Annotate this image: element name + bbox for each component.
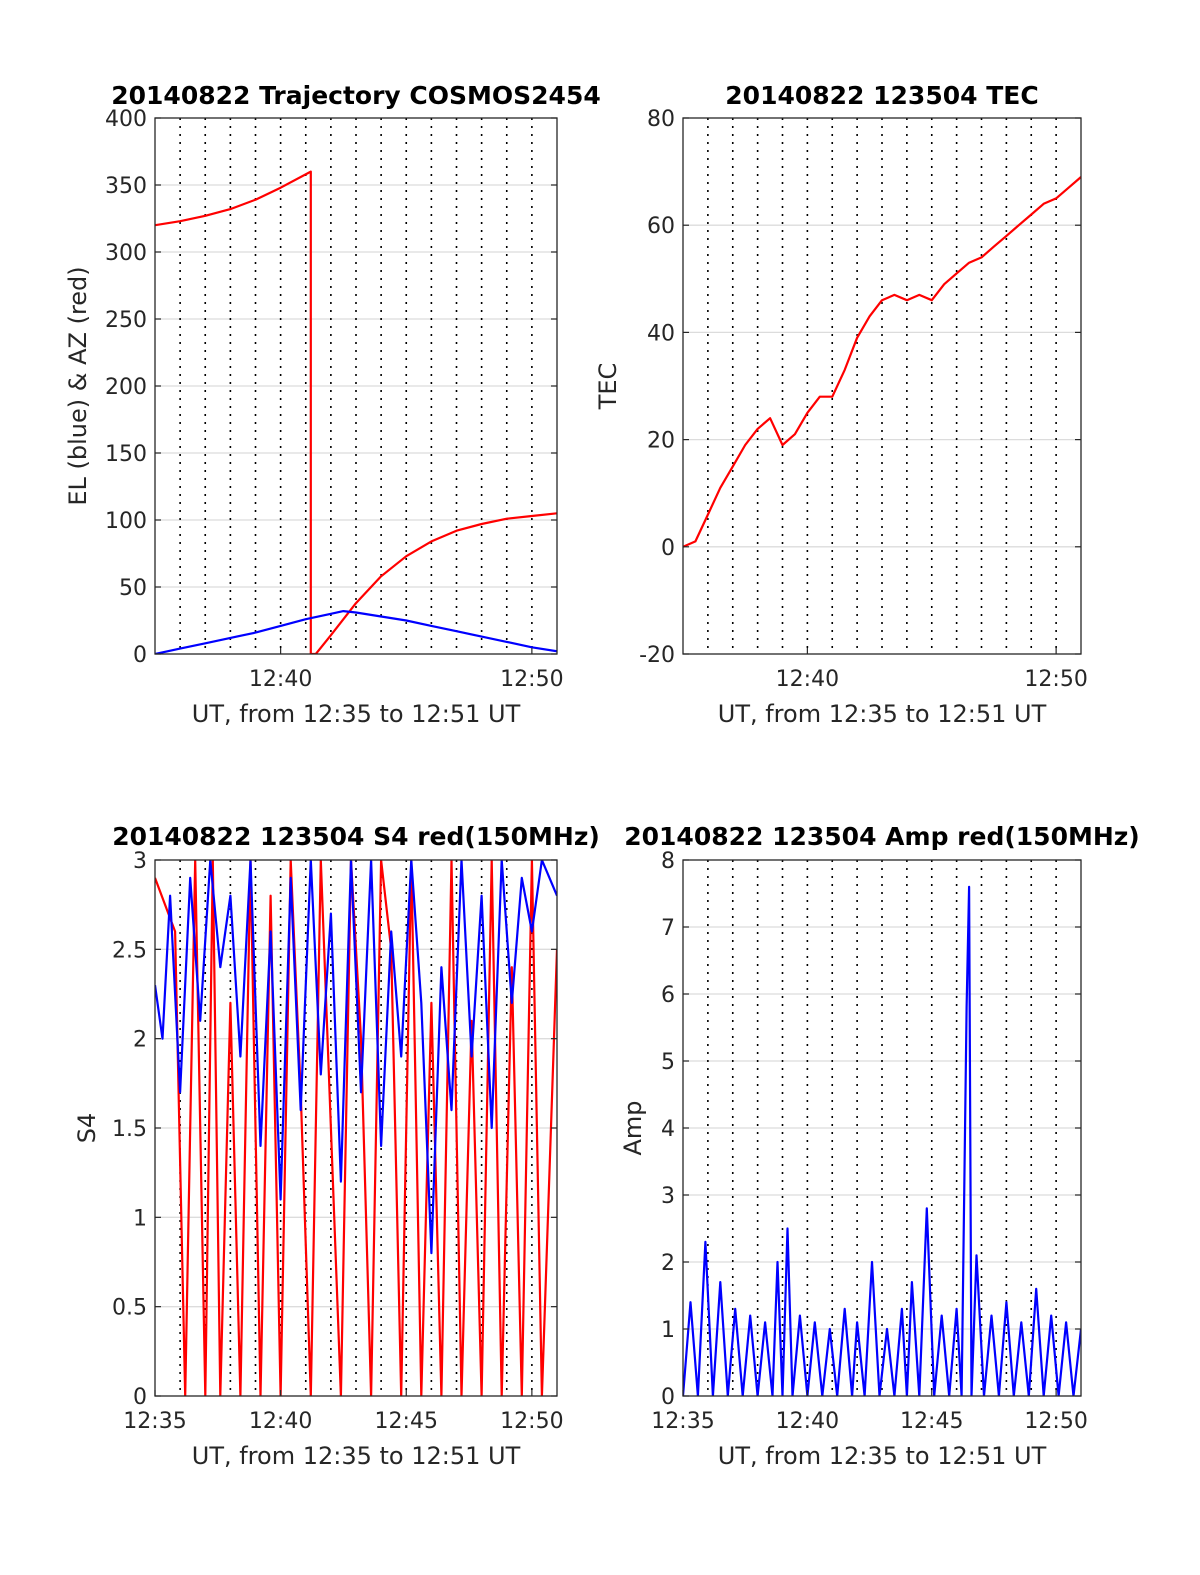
series-line-1 [155,609,557,654]
series-line-0 [683,885,1081,1396]
y-tick-label: 7 [661,916,675,941]
y-tick-label: 60 [647,214,675,239]
x-tick-label: 12:45 [900,1409,963,1434]
chart-title: 20140822 123504 S4 red(150MHz) [112,822,600,851]
y-tick-label: 0.5 [112,1296,147,1321]
x-axis-label: UT, from 12:35 to 12:51 UT [192,1442,521,1470]
y-tick-label: 50 [119,576,147,601]
y-tick-label: 100 [105,509,147,534]
x-tick-label: 12:40 [776,1409,839,1434]
x-tick-label: 12:35 [651,1409,714,1434]
y-tick-label: -20 [639,643,675,668]
y-tick-label: 200 [105,375,147,400]
y-tick-label: 0 [661,536,675,561]
chart-title: 20140822 Trajectory COSMOS2454 [111,81,601,110]
y-tick-label: 5 [661,1050,675,1075]
x-tick-label: 12:50 [1024,1409,1087,1434]
y-tick-label: 20 [647,429,675,454]
y-tick-label: 40 [647,321,675,346]
panel-tec: 20140822 123504 TEC UT, from 12:35 to 12… [594,81,1088,728]
panel-trajectory: 20140822 Trajectory COSMOS2454 UT, from … [64,81,601,728]
series-line-0 [683,176,1081,548]
y-tick-label: 6 [661,983,675,1008]
y-tick-label: 4 [661,1117,675,1142]
y-tick-label: 300 [105,241,147,266]
y-axis-label: S4 [73,1113,101,1144]
y-tick-label: 0 [133,1385,147,1410]
x-axis-label: UT, from 12:35 to 12:51 UT [192,700,521,728]
y-tick-label: 2 [661,1251,675,1276]
y-tick-label: 3 [661,1184,675,1209]
x-tick-label: 12:40 [249,1409,312,1434]
x-tick-label: 12:40 [776,667,839,692]
x-tick-label: 12:50 [1024,667,1087,692]
y-tick-label: 1.5 [112,1117,147,1142]
y-tick-label: 250 [105,308,147,333]
y-tick-label: 350 [105,174,147,199]
panel-s4: 20140822 123504 S4 red(150MHz) UT, from … [73,822,600,1470]
x-tick-label: 12:50 [500,1409,563,1434]
y-tick-label: 0 [133,643,147,668]
y-tick-label: 8 [661,849,675,874]
panel-amp: 20140822 123504 Amp red(150MHz) UT, from… [619,822,1140,1470]
x-tick-label: 12:35 [123,1409,186,1434]
chart-title: 20140822 123504 TEC [725,81,1038,110]
y-tick-label: 2 [133,1028,147,1053]
plot-frame [682,117,1082,655]
y-tick-label: 1 [661,1318,675,1343]
x-axis-label: UT, from 12:35 to 12:51 UT [718,1442,1047,1470]
series-line-0 [155,170,557,654]
y-tick-label: 400 [105,107,147,132]
x-tick-label: 12:40 [249,667,312,692]
series-line-0 [155,860,557,1396]
y-tick-label: 0 [661,1385,675,1410]
y-axis-label: EL (blue) & AZ (red) [64,266,92,505]
x-axis-label: UT, from 12:35 to 12:51 UT [718,700,1047,728]
chart-title: 20140822 123504 Amp red(150MHz) [624,822,1140,851]
y-tick-label: 3 [133,849,147,874]
y-axis-label: Amp [619,1100,647,1155]
x-tick-label: 12:50 [500,667,563,692]
y-axis-label: TEC [594,363,622,411]
y-tick-label: 2.5 [112,938,147,963]
x-tick-label: 12:45 [375,1409,438,1434]
y-tick-label: 1 [133,1206,147,1231]
series-line-1 [155,860,557,1255]
y-tick-label: 150 [105,442,147,467]
y-tick-label: 80 [647,107,675,132]
